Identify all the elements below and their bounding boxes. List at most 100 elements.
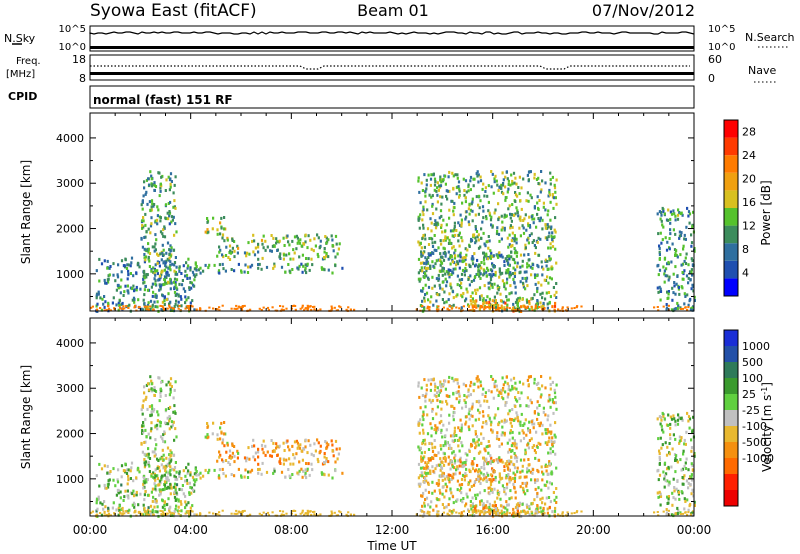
data-cell <box>687 306 690 309</box>
data-cell <box>135 476 138 480</box>
data-cell <box>146 493 150 497</box>
data-cell <box>505 474 508 478</box>
data-cell <box>570 307 573 310</box>
data-cell <box>417 384 420 388</box>
data-cell <box>547 235 550 239</box>
data-cell <box>482 297 485 301</box>
data-cell <box>97 495 100 499</box>
data-cell <box>557 308 560 311</box>
data-cell <box>427 252 430 256</box>
data-cell <box>434 240 437 244</box>
data-cell <box>468 488 471 492</box>
data-cell <box>506 177 509 181</box>
data-cell <box>442 267 445 271</box>
data-cell <box>153 393 156 397</box>
data-cell <box>514 285 517 289</box>
data-cell <box>663 256 667 260</box>
data-cell <box>115 493 118 497</box>
data-cell <box>688 221 691 225</box>
data-cell <box>504 380 507 384</box>
data-cell <box>468 428 471 432</box>
data-cell <box>503 285 506 289</box>
data-cell <box>168 507 171 511</box>
data-cell <box>445 194 448 198</box>
data-cell <box>683 233 686 237</box>
data-cell <box>518 192 521 196</box>
data-cell <box>468 202 471 206</box>
data-cell <box>193 483 196 487</box>
data-cell <box>690 268 693 272</box>
data-cell <box>679 417 682 421</box>
data-cell <box>663 485 666 489</box>
data-cell <box>286 439 289 443</box>
data-cell <box>149 170 152 174</box>
data-cell <box>418 422 421 426</box>
data-cell <box>474 292 478 295</box>
data-cell <box>419 418 422 422</box>
data-cell <box>693 295 696 299</box>
data-cell <box>423 245 426 249</box>
data-cell <box>287 263 290 266</box>
data-cell <box>459 460 462 464</box>
data-cell <box>433 234 436 237</box>
data-cell <box>436 293 439 297</box>
data-cell <box>452 508 455 512</box>
data-cell <box>501 431 504 435</box>
data-cell <box>223 216 226 219</box>
data-cell <box>125 510 128 513</box>
data-cell <box>438 216 441 220</box>
data-cell <box>217 269 221 273</box>
data-cell <box>471 306 474 309</box>
data-cell <box>500 304 503 308</box>
data-cell <box>665 306 669 310</box>
data-cell <box>448 238 451 242</box>
data-cell <box>442 306 445 309</box>
data-cell <box>247 241 250 245</box>
data-cell <box>220 421 223 425</box>
data-cell <box>533 381 536 385</box>
data-cell <box>149 299 153 303</box>
data-cell <box>491 299 494 303</box>
data-cell <box>468 223 471 227</box>
data-cell <box>463 478 466 482</box>
data-cell <box>519 215 522 219</box>
data-cell <box>235 509 238 512</box>
data-cell <box>426 432 430 436</box>
data-cell <box>112 273 115 277</box>
data-cell <box>526 396 529 400</box>
data-cell <box>688 476 692 480</box>
data-cell <box>427 511 431 514</box>
data-cell <box>659 231 662 235</box>
data-cell <box>492 478 495 481</box>
data-cell <box>419 482 422 486</box>
data-cell <box>278 444 281 448</box>
data-cell <box>516 470 519 474</box>
data-cell <box>169 260 172 264</box>
data-cell <box>163 303 166 306</box>
data-cell <box>493 382 496 386</box>
data-cell <box>135 288 138 292</box>
data-cell <box>161 474 164 478</box>
x-tick-label: 00:00 <box>73 523 108 537</box>
data-cell <box>115 288 118 292</box>
data-cell <box>151 294 154 298</box>
data-cell <box>168 188 171 192</box>
data-cell <box>431 251 434 255</box>
data-cell <box>273 244 276 248</box>
data-cell <box>447 242 451 245</box>
data-cell <box>502 192 505 196</box>
data-cell <box>427 285 431 289</box>
data-cell <box>173 263 176 267</box>
data-cell <box>433 183 437 187</box>
data-cell <box>470 485 473 488</box>
data-cell <box>261 447 264 451</box>
data-cell <box>257 468 260 471</box>
data-cell <box>156 466 159 470</box>
data-cell <box>430 400 433 404</box>
data-cell <box>440 447 443 451</box>
data-cell <box>425 392 428 396</box>
data-cell <box>504 403 507 407</box>
data-cell <box>475 377 478 381</box>
data-cell <box>168 393 171 397</box>
data-cell <box>107 274 110 278</box>
